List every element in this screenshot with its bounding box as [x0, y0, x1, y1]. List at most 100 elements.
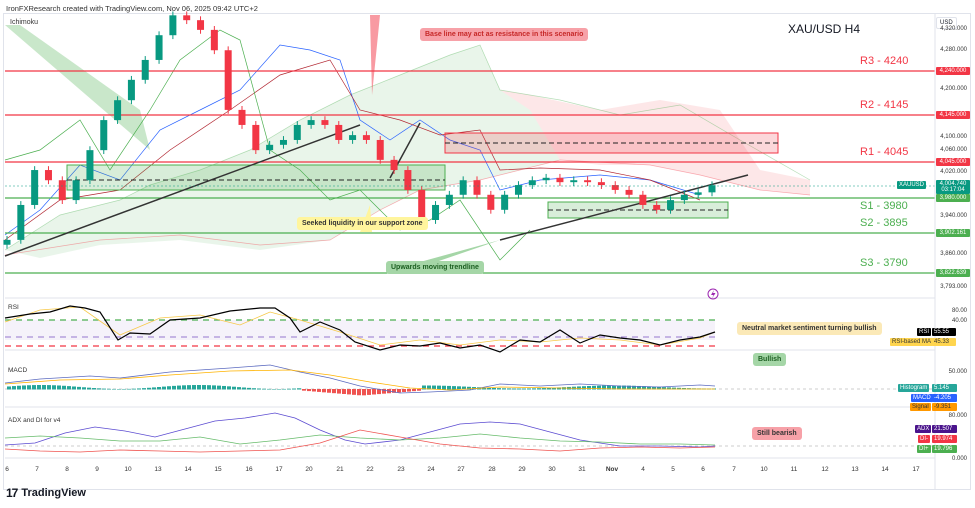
histogram-bar — [122, 388, 126, 390]
candle — [556, 177, 564, 183]
level-price-tag: 4,240.000 — [936, 67, 970, 75]
histogram-bar — [417, 389, 421, 391]
histogram-bar — [267, 388, 271, 390]
date-axis-label: 31 — [578, 466, 586, 473]
histogram-bar — [467, 386, 471, 390]
histogram-bar — [537, 388, 541, 390]
callout-pointer-red — [370, 15, 380, 95]
histogram-bar — [262, 388, 266, 390]
date-axis-label: 14 — [881, 466, 889, 473]
annotation-trendline: Upwards moving trendline — [386, 261, 484, 274]
histogram-bar — [362, 389, 366, 396]
histogram-bar — [247, 387, 251, 390]
candle — [321, 120, 329, 125]
candle — [3, 239, 11, 245]
histogram-bar — [62, 385, 66, 390]
rsi-label: RSI — [917, 328, 932, 336]
candle — [418, 189, 426, 220]
level-label: S2 - 3895 — [860, 217, 908, 229]
histogram-bar — [547, 387, 551, 390]
histogram-bar — [347, 389, 351, 395]
histogram-bar — [592, 385, 596, 390]
adx-title[interactable]: ADX and DI for v4 — [8, 417, 61, 424]
histogram-bar — [37, 385, 41, 390]
histogram-bar — [202, 385, 206, 390]
rsi-line — [4, 305, 716, 353]
candle — [584, 180, 592, 183]
level-label: R3 - 4240 — [860, 55, 909, 67]
level-label: S1 - 3980 — [860, 200, 908, 212]
adx-axis-80: 80.000 — [948, 413, 967, 419]
histogram-bar — [287, 388, 291, 390]
macd-title[interactable]: MACD — [8, 367, 28, 374]
histogram-bar — [162, 386, 166, 390]
histogram-bar — [57, 385, 61, 390]
level-price-tag: 4,045.000 — [936, 158, 970, 166]
histogram-bar — [597, 385, 601, 390]
di-minus-value: 19.974 — [932, 435, 957, 443]
di-minus-label: DI- — [918, 435, 930, 443]
di-plus-label: DI+ — [917, 445, 931, 453]
signal-label: Signal — [910, 403, 931, 411]
candle — [528, 180, 536, 186]
histogram-bar — [397, 389, 401, 393]
candle — [183, 15, 191, 21]
rsi-axis-80: 80.00 — [951, 308, 967, 314]
level-price-tag: 4,145.000 — [936, 111, 970, 119]
di-minus-line — [4, 429, 716, 453]
candle — [487, 194, 495, 210]
callout-pointer-green — [5, 25, 150, 150]
histogram-bar — [322, 389, 326, 393]
support-zone — [66, 164, 446, 191]
histogram-bar — [392, 389, 396, 393]
di-plus-value: 19.796 — [932, 445, 957, 453]
candle — [694, 192, 702, 195]
histogram-bar — [462, 386, 466, 390]
date-axis-label: 16 — [245, 466, 253, 473]
candle — [127, 79, 135, 101]
candle — [362, 135, 370, 140]
date-axis-label: 6 — [701, 466, 705, 473]
candle — [473, 180, 481, 195]
histogram-bar — [127, 388, 131, 390]
histogram-bar — [662, 387, 666, 390]
candle — [100, 120, 108, 151]
date-axis-label: 7 — [732, 466, 736, 473]
histogram-bar — [512, 388, 516, 390]
candle — [197, 20, 205, 30]
candle — [279, 139, 287, 145]
indicator-label[interactable]: Ichimoku — [10, 19, 39, 26]
histogram-bar — [422, 385, 426, 390]
histogram-bar — [172, 385, 176, 390]
histogram-bar — [222, 385, 226, 390]
histogram-bar — [667, 387, 671, 390]
tradingview-logo[interactable]: 17 TradingView — [6, 486, 86, 500]
event-icon[interactable] — [707, 288, 719, 300]
candle — [252, 124, 260, 151]
rsi-ma-value: 45.33 — [932, 338, 956, 346]
histogram-bar — [372, 389, 376, 395]
candle — [155, 35, 163, 60]
annotation-rsi: Neutral market sentiment turning bullish — [737, 322, 882, 335]
candle — [404, 170, 412, 190]
annotation-adx: Still bearish — [752, 427, 802, 440]
date-axis-label: 15 — [214, 466, 222, 473]
histogram-bar — [282, 388, 286, 390]
histogram-bar — [192, 385, 196, 390]
histogram-bar — [627, 385, 631, 390]
histogram-bar — [257, 388, 261, 390]
macd-value: -4.205 — [932, 394, 957, 402]
rsi-title[interactable]: RSI — [8, 304, 19, 311]
currency-button[interactable]: USD — [936, 17, 957, 29]
histogram-bar — [457, 386, 461, 390]
date-axis-label: 22 — [366, 466, 374, 473]
date-axis-label: 23 — [397, 466, 405, 473]
histogram-bar — [432, 385, 436, 390]
histogram-bar — [617, 385, 621, 390]
histogram-bar — [647, 386, 651, 390]
tv-logo-icon: 17 — [6, 486, 18, 500]
adx-line — [4, 412, 716, 448]
date-axis-label: 7 — [35, 466, 39, 473]
histogram-bar — [652, 386, 656, 390]
